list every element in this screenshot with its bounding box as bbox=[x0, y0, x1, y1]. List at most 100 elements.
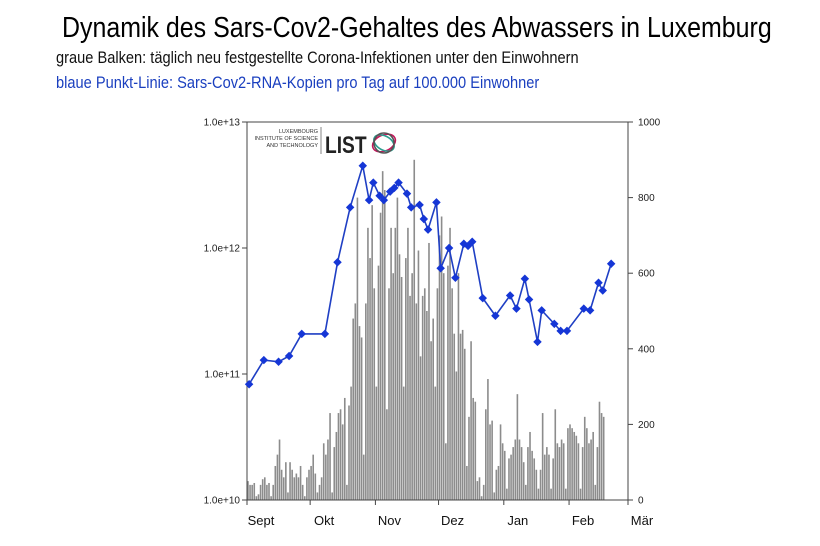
bar bbox=[445, 443, 447, 500]
bar bbox=[278, 439, 281, 500]
bar bbox=[375, 386, 378, 500]
bar bbox=[562, 443, 565, 500]
right-tick-label: 600 bbox=[638, 269, 655, 280]
bar bbox=[253, 482, 256, 500]
list-logo: LUXEMBOURG INSTITUTE OF SCIENCE AND TECH… bbox=[254, 127, 397, 159]
right-tick-label: 1000 bbox=[638, 118, 661, 129]
bar bbox=[343, 397, 346, 500]
plot-frame bbox=[246, 121, 629, 501]
rna-point bbox=[585, 306, 595, 315]
bar bbox=[541, 413, 544, 500]
rna-point bbox=[364, 195, 374, 205]
rna-point bbox=[320, 329, 330, 339]
rna-point bbox=[379, 195, 389, 205]
bar bbox=[272, 484, 275, 500]
logo-mark: LIST bbox=[325, 131, 367, 159]
bar bbox=[552, 458, 554, 500]
left-tick-label: 1.0e+12 bbox=[204, 244, 241, 255]
bar bbox=[434, 386, 437, 500]
bar bbox=[362, 454, 365, 500]
rna-point bbox=[423, 225, 433, 234]
bar bbox=[411, 273, 413, 500]
bar bbox=[356, 197, 359, 500]
bar bbox=[510, 454, 512, 500]
bar bbox=[274, 465, 277, 500]
rna-point bbox=[579, 304, 589, 313]
bar bbox=[386, 409, 388, 500]
bar bbox=[379, 212, 382, 500]
bar bbox=[516, 394, 519, 500]
rna-point bbox=[259, 355, 269, 365]
bar bbox=[407, 227, 409, 500]
rna-point bbox=[537, 306, 546, 315]
rna-point bbox=[467, 237, 477, 247]
bar bbox=[554, 409, 557, 500]
right-tick-label: 200 bbox=[638, 420, 655, 431]
bar bbox=[480, 496, 483, 500]
bar bbox=[472, 397, 474, 500]
bar bbox=[312, 454, 315, 500]
bar bbox=[586, 428, 588, 500]
rna-point bbox=[244, 379, 254, 389]
chart-title: Dynamik des Sars-Cov2-Gehaltes des Abwas… bbox=[62, 12, 772, 44]
bar bbox=[575, 435, 578, 500]
bar bbox=[520, 447, 523, 500]
bar bbox=[527, 447, 529, 500]
left-tick-label: 1.0e+13 bbox=[204, 118, 241, 129]
bar bbox=[413, 159, 416, 501]
rna-point bbox=[419, 214, 429, 224]
bar bbox=[558, 447, 561, 500]
bar bbox=[268, 482, 270, 500]
logo-line1: LUXEMBOURG bbox=[279, 129, 318, 135]
bar bbox=[522, 462, 525, 500]
bar bbox=[457, 273, 460, 500]
rna-point bbox=[436, 264, 445, 273]
bar bbox=[392, 273, 394, 500]
bar bbox=[529, 431, 531, 500]
logo-line2: INSTITUTE OF SCIENCE bbox=[254, 136, 318, 142]
rna-point bbox=[451, 273, 460, 283]
logo-rings-icon bbox=[371, 132, 397, 154]
bar bbox=[314, 473, 317, 500]
bar bbox=[318, 484, 321, 500]
rna-point bbox=[394, 178, 403, 187]
bar bbox=[451, 288, 453, 500]
bar bbox=[291, 469, 293, 500]
bar bbox=[428, 242, 430, 500]
rna-point bbox=[369, 178, 378, 187]
bar bbox=[247, 481, 249, 500]
bar bbox=[573, 431, 576, 500]
bar bbox=[261, 479, 264, 500]
bar bbox=[333, 447, 336, 500]
bar bbox=[346, 484, 348, 500]
logo-line3: AND TECHNOLOGY bbox=[266, 143, 318, 149]
bar bbox=[394, 227, 397, 500]
rna-point bbox=[402, 189, 412, 198]
bar bbox=[320, 477, 323, 500]
bar bbox=[503, 450, 506, 500]
rna-point bbox=[333, 258, 342, 267]
axes-group: 1.0e+10 1.0e+11 1.0e+12 1.0e+13 0 200 400 600 80… bbox=[204, 118, 661, 529]
bar bbox=[360, 337, 363, 500]
subtitle-line: blaue Punkt-Linie: Sars-Cov2-RNA-Kopien … bbox=[56, 73, 540, 92]
bar bbox=[365, 303, 367, 500]
bar bbox=[369, 258, 371, 500]
bar bbox=[297, 477, 300, 500]
bar bbox=[455, 371, 458, 500]
bar bbox=[485, 409, 487, 500]
bar bbox=[567, 428, 569, 500]
right-tick-label: 400 bbox=[638, 344, 655, 355]
bar bbox=[352, 318, 355, 500]
bar bbox=[581, 447, 584, 500]
bar bbox=[400, 276, 403, 500]
bar bbox=[493, 492, 496, 500]
bar bbox=[466, 465, 468, 500]
x-tick-label: Mär bbox=[631, 513, 654, 528]
rna-point bbox=[444, 243, 454, 253]
rna-point bbox=[491, 311, 500, 320]
bar bbox=[482, 484, 485, 500]
rna-point bbox=[478, 293, 487, 303]
rna-point bbox=[550, 319, 559, 329]
x-tick-label: Okt bbox=[314, 513, 335, 528]
